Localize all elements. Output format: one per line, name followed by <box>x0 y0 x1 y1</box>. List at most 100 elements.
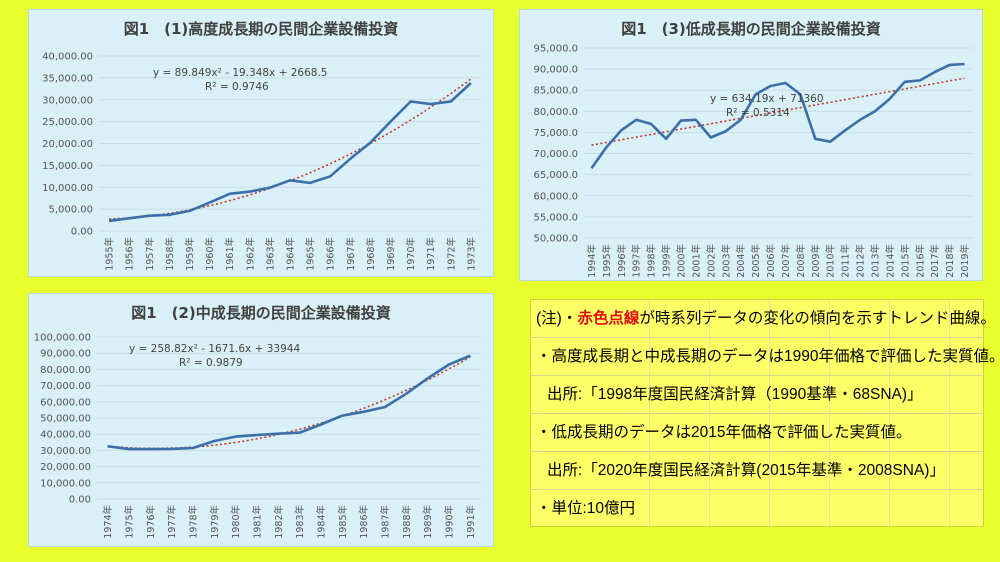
x-tick-label: 1965年 <box>305 237 317 271</box>
x-tick-label: 2009年 <box>810 244 822 278</box>
note-real-value-2015: ・低成長期のデータは2015年価格で評価した実質値。 <box>531 414 983 452</box>
x-tick-label: 2016年 <box>914 244 926 278</box>
x-tick-label: 2015年 <box>899 244 911 278</box>
x-tick-label: 2012年 <box>855 244 867 278</box>
y-tick-label: 75,000.0 <box>533 128 578 139</box>
trendline <box>591 77 965 146</box>
y-tick-label: 0.00 <box>69 495 91 506</box>
x-tick-label: 1981年 <box>252 505 264 539</box>
x-tick-label: 2019年 <box>959 244 971 278</box>
y-tick-label: 15,000.00 <box>42 161 93 172</box>
y-tick-label: 30,000.00 <box>40 446 91 457</box>
x-tick-label: 1985年 <box>337 505 349 539</box>
notes-box: (注)・赤色点線が時系列データの変化の傾向を示すトレンド曲線。 ・高度成長期と中… <box>530 299 1000 527</box>
note-source-1998: 出所:「1998年度国民経済計算（1990基準・68SNA)」 <box>531 376 983 414</box>
x-tick-label: 1980年 <box>230 505 242 539</box>
y-tick-label: 85,000.0 <box>533 86 578 97</box>
x-tick-label: 1986年 <box>358 505 370 539</box>
trendline-r2: R² = 0.9746 <box>205 81 269 93</box>
chart-plot: 0.00 5,000.00 10,000.00 15,000.00 20,000.00 2… <box>42 52 481 271</box>
x-tick-label: 1998年 <box>646 244 658 278</box>
x-tick-label: 1959年 <box>184 237 196 271</box>
x-tick-label: 2005年 <box>750 244 762 278</box>
y-tick-label: 50,000.0 <box>533 234 578 245</box>
note-trend-text: が時系列データの変化の傾向を示すトレンド曲線。 <box>639 310 996 327</box>
chart-plot: 0.00 10,000.00 20,000.00 30,000.00 40,000.00… <box>34 333 481 539</box>
y-tick-label: 60,000.00 <box>40 397 91 408</box>
y-tick-label: 70,000.00 <box>40 381 91 392</box>
x-tick-label: 1956年 <box>124 237 136 271</box>
x-tick-label: 1968年 <box>365 237 377 271</box>
y-tick-label: 65,000.0 <box>533 170 578 181</box>
series-line <box>107 354 471 451</box>
x-tick-label: 1961年 <box>224 237 236 271</box>
x-tick-label: 1967年 <box>345 237 357 271</box>
x-tick-label: 2011年 <box>840 244 852 278</box>
x-tick-label: 2017年 <box>929 244 941 278</box>
x-tick-label: 1973年 <box>465 237 477 271</box>
x-tick-label: 1996年 <box>616 244 628 278</box>
x-tick-label: 1955年 <box>104 237 116 271</box>
x-tick-label: 1962年 <box>244 237 256 271</box>
y-tick-label: 20,000.00 <box>40 462 91 473</box>
x-tick-label: 1989年 <box>422 505 434 539</box>
x-tick-label: 1982年 <box>273 505 285 539</box>
x-tick-label: 2007年 <box>780 244 792 278</box>
x-tick-label: 1970年 <box>405 237 417 271</box>
x-tick-label: 1987年 <box>380 505 392 539</box>
x-tick-label: 1994年 <box>586 244 598 278</box>
y-tick-label: 70,000.0 <box>533 149 578 160</box>
chart-plot: 50,000.0 55,000.0 60,000.0 65,000.0 70,000.0… <box>533 44 972 278</box>
y-tick-label: 30,000.00 <box>42 95 93 106</box>
x-tick-label: 1983年 <box>294 505 306 539</box>
x-tick-label: 1995年 <box>601 244 613 278</box>
y-tick-label: 10,000.00 <box>40 478 91 489</box>
x-tick-label: 1979年 <box>209 505 221 539</box>
x-tick-label: 2004年 <box>735 244 747 278</box>
x-tick-label: 1988年 <box>401 505 413 539</box>
x-tick-label: 1977年 <box>166 505 178 539</box>
x-tick-label: 1964年 <box>285 237 297 271</box>
x-tick-label: 1978年 <box>188 505 200 539</box>
chart-panel-mid-growth: 図1 (2)中成長期の民間企業設備投資 0.00 10,000.00 20,000.… <box>28 293 494 547</box>
chart-panel-low-growth: 図1 (3)低成長期の民間企業設備投資 50,000.0 55,000.0 60,0… <box>519 9 983 281</box>
y-tick-label: 90,000.00 <box>40 349 91 360</box>
note-source-2020: 出所:「2020年度国民経済計算(2015年基準・2008SNA)」 <box>531 452 983 490</box>
chart-title: 図1 (3)低成長期の民間企業設備投資 <box>621 20 881 38</box>
x-tick-label: 1997年 <box>631 244 643 278</box>
x-tick-label: 2018年 <box>944 244 956 278</box>
y-tick-label: 100,000.00 <box>34 333 91 344</box>
x-tick-label: 1975年 <box>124 505 136 539</box>
y-tick-label: 10,000.00 <box>42 183 93 194</box>
y-tick-label: 90,000.0 <box>533 65 578 76</box>
y-tick-label: 80,000.0 <box>533 107 578 118</box>
trendline-equation: y = 89.849x² - 19.348x + 2668.5 <box>153 67 327 79</box>
x-tick-label: 2003年 <box>720 244 732 278</box>
series-line <box>590 62 965 170</box>
y-tick-label: 25,000.00 <box>42 117 93 128</box>
y-tick-label: 20,000.00 <box>42 139 93 150</box>
trendline-equation: y = 258.82x² - 1671.6x + 33944 <box>129 343 300 355</box>
y-tick-label: 50,000.00 <box>40 414 91 425</box>
trendline-r2: R² = 0.5314 <box>726 107 790 119</box>
x-tick-label: 1990年 <box>444 505 456 539</box>
note-prefix: (注)・ <box>536 310 578 327</box>
x-tick-label: 1963年 <box>264 237 276 271</box>
y-tick-label: 60,000.0 <box>533 191 578 202</box>
y-tick-label: 35,000.00 <box>42 73 93 84</box>
trendline-equation: y = 634.19x + 71360 <box>710 93 824 105</box>
x-tick-label: 2010年 <box>825 244 837 278</box>
x-tick-label: 1958年 <box>164 237 176 271</box>
y-tick-label: 0.00 <box>71 227 93 238</box>
trendline-r2: R² = 0.9879 <box>179 357 243 369</box>
x-tick-label: 1974年 <box>102 505 114 539</box>
note-trend-line: (注)・赤色点線が時系列データの変化の傾向を示すトレンド曲線。 <box>531 300 996 338</box>
x-tick-label: 2002年 <box>705 244 717 278</box>
note-red-dotted-line: 赤色点線 <box>577 310 640 327</box>
y-tick-label: 5,000.00 <box>48 205 93 216</box>
note-real-value-1990: ・高度成長期と中成長期のデータは1990年価格で評価した実質値。 <box>531 338 1000 376</box>
x-tick-label: 2000年 <box>676 244 688 278</box>
x-tick-label: 1969年 <box>385 237 397 271</box>
x-tick-label: 2001年 <box>690 244 702 278</box>
series-line <box>108 82 472 223</box>
